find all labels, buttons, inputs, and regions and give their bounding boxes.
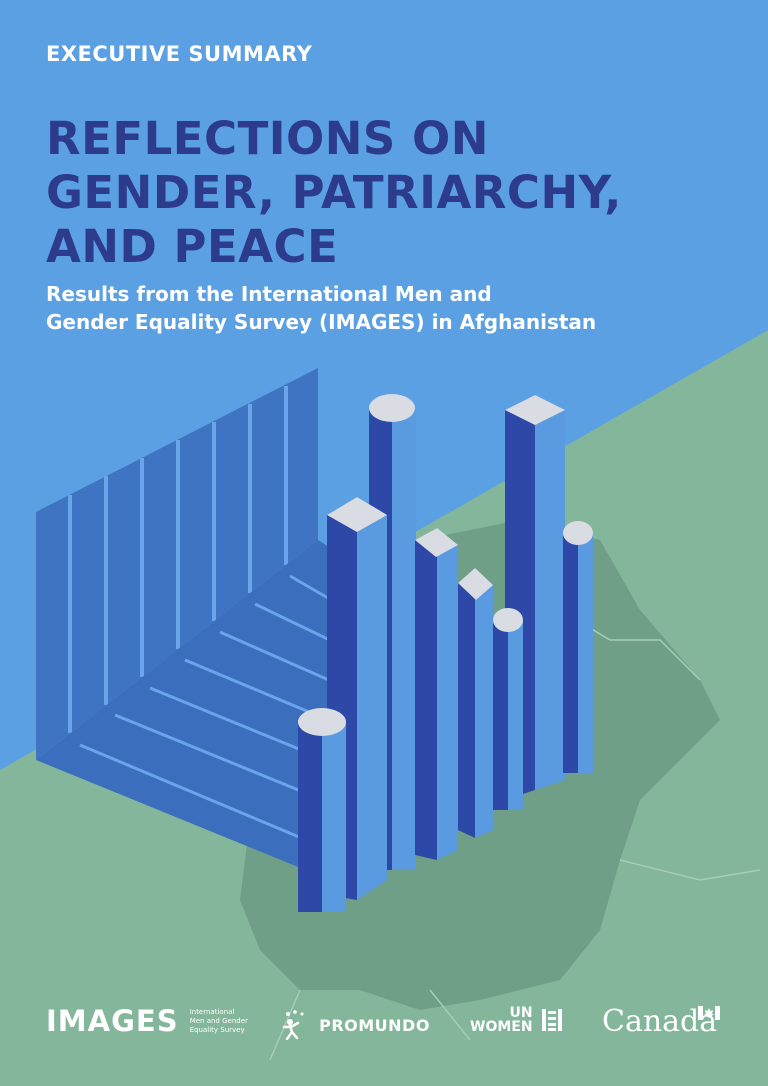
bar-prism-middle xyxy=(415,528,458,860)
promundo-wordmark: PROMUNDO xyxy=(319,1015,430,1035)
canada-flag-icon xyxy=(698,1006,720,1020)
images-tagline: International Men and Gender Equality Su… xyxy=(190,1008,248,1035)
bar-cylinder-right xyxy=(563,521,593,773)
un-women-logo: UN WOMEN xyxy=(470,1006,563,1034)
images-tagline-line-1: International xyxy=(189,1007,235,1016)
un-women-line-2: WOMEN xyxy=(470,1019,533,1035)
images-wordmark: IMAGES xyxy=(46,1004,179,1038)
eyebrow-label: EXECUTIVE SUMMARY xyxy=(46,42,313,66)
map-border-line xyxy=(269,609,761,1061)
images-tagline-line-3: Equality Survey xyxy=(189,1025,245,1034)
un-women-emblem-icon xyxy=(541,1009,562,1031)
title-line-2: GENDER, PATRIARCHY, xyxy=(46,166,622,219)
report-subtitle: Results from the International Men and G… xyxy=(46,280,596,336)
images-logo: IMAGES International Men and Gender Equa… xyxy=(46,1004,248,1038)
bar-cylinder-front xyxy=(298,708,346,912)
bar-prism-small xyxy=(458,568,493,838)
report-title: REFLECTIONS ON GENDER, PATRIARCHY, AND P… xyxy=(46,112,726,274)
title-line-1: REFLECTIONS ON xyxy=(46,112,489,165)
title-line-3: AND PEACE xyxy=(46,220,339,273)
partner-logos: IMAGES International Men and Gender Equa… xyxy=(0,990,768,1060)
bar-cylinder-small xyxy=(493,608,523,810)
canada-wordmark: Canada xyxy=(602,1004,718,1039)
subtitle-line-2: Gender Equality Survey (IMAGES) in Afgha… xyxy=(46,310,597,334)
promundo-logo: PROMUNDO xyxy=(282,1010,430,1040)
un-women-line-1: UN xyxy=(509,1005,533,1021)
chart-floor xyxy=(36,540,350,880)
subtitle-line-1: Results from the International Men and xyxy=(46,282,492,306)
chart-back-wall xyxy=(36,368,318,760)
chart-bars xyxy=(298,394,593,912)
promundo-figure-icon xyxy=(282,1010,304,1040)
canada-logo: Canada xyxy=(602,1004,720,1039)
images-tagline-line-2: Men and Gender xyxy=(189,1016,248,1025)
un-women-wordmark: UN WOMEN xyxy=(470,1006,533,1034)
